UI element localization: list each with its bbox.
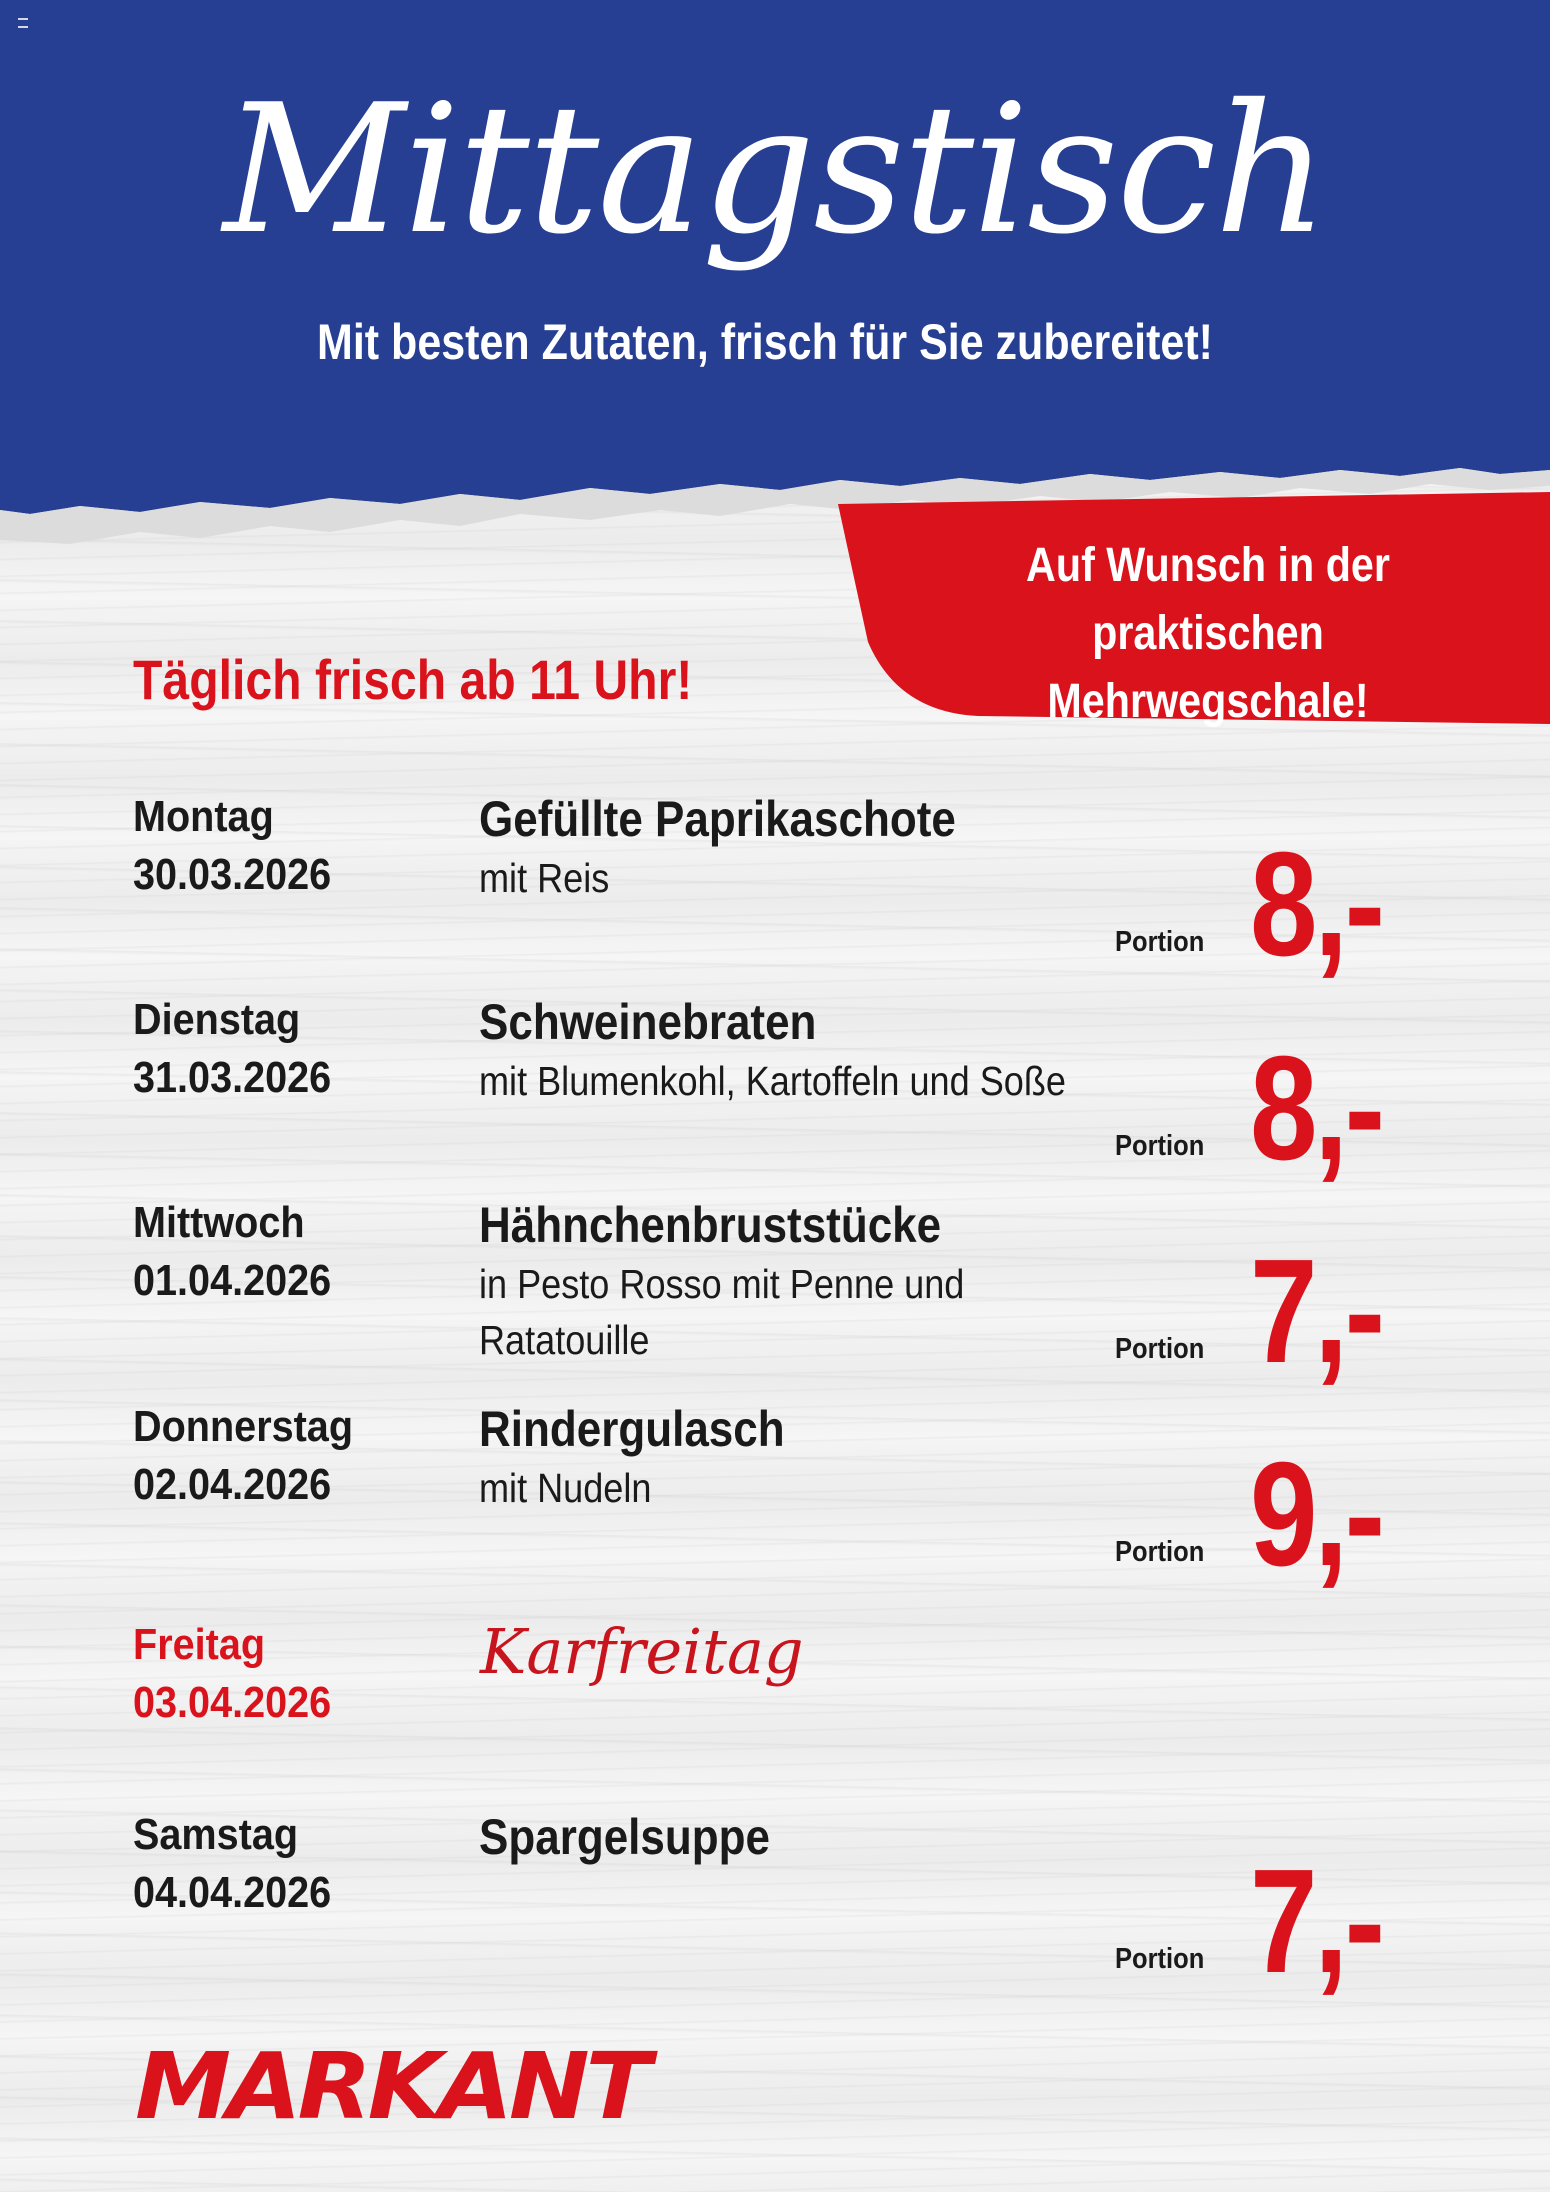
dish-name: Gefüllte Paprikaschote (479, 791, 956, 847)
day-label-wednesday: Mittwoch 01.04.2026 (133, 1194, 403, 1310)
day-label-tuesday: Dienstag 31.03.2026 (133, 991, 403, 1107)
price-wednesday: 7,- (1250, 1229, 1385, 1394)
weekday: Donnerstag (133, 1402, 354, 1451)
tagline: Täglich frisch ab 11 Uhr! (133, 648, 693, 711)
dish-wednesday: Hähnchenbruststücke in Pesto Rosso mit P… (479, 1194, 1179, 1368)
portion-label: Portion (1115, 1943, 1205, 1975)
weekday: Samstag (133, 1810, 299, 1859)
day-label-saturday: Samstag 04.04.2026 (133, 1806, 403, 1922)
badge-text: Auf Wunsch in der praktischen Mehrwegsch… (924, 532, 1492, 736)
holiday-label: Karfreitag (480, 1615, 804, 1688)
reusable-container-badge: Auf Wunsch in der praktischen Mehrwegsch… (838, 492, 1550, 728)
badge-line-2: Mehrwegschale! (1047, 675, 1369, 728)
page-title: Mittagstisch (223, 66, 1329, 273)
portion-label: Portion (1115, 1130, 1205, 1162)
page-subtitle: Mit besten Zutaten, frisch für Sie zuber… (317, 314, 1213, 370)
price-thursday: 9,- (1250, 1432, 1385, 1597)
price-tuesday: 8,- (1250, 1026, 1385, 1191)
dish-name: Rindergulasch (479, 1401, 785, 1457)
date: 02.04.2026 (133, 1460, 332, 1509)
header-band: Mittagstisch Mit besten Zutaten, frisch … (0, 0, 1550, 560)
weekday: Montag (133, 792, 274, 841)
date: 03.04.2026 (133, 1678, 332, 1727)
dish-description: mit Blumenkohl, Kartoffeln und Soße (479, 1058, 1066, 1104)
date: 31.03.2026 (133, 1053, 332, 1102)
dish-description: in Pesto Rosso mit Penne und (479, 1261, 965, 1307)
corner-mark (18, 18, 28, 28)
dish-thursday: Rindergulasch mit Nudeln (479, 1398, 1179, 1516)
weekday: Dienstag (133, 995, 301, 1044)
date: 30.03.2026 (133, 850, 332, 899)
dish-description: mit Nudeln (479, 1465, 652, 1511)
day-label-friday: Freitag 03.04.2026 (133, 1616, 403, 1732)
badge-line-1: Auf Wunsch in der praktischen (1026, 539, 1390, 660)
logo-text: MARKANT (135, 2033, 651, 2140)
dish-description-line-2: Ratatouille (479, 1317, 650, 1363)
day-label-thursday: Donnerstag 02.04.2026 (133, 1398, 403, 1514)
dish-name: Hähnchenbruststücke (479, 1197, 942, 1253)
portion-label: Portion (1115, 926, 1205, 958)
price-saturday: 7,- (1250, 1839, 1385, 2004)
torn-paper-header (0, 0, 1550, 544)
markant-logo: MARKANT (135, 2041, 655, 2133)
dish-name: Spargelsuppe (479, 1809, 770, 1865)
date: 04.04.2026 (133, 1868, 332, 1917)
dish-monday: Gefüllte Paprikaschote mit Reis (479, 788, 1179, 906)
portion-label: Portion (1115, 1536, 1205, 1568)
date: 01.04.2026 (133, 1256, 332, 1305)
badge-shape (838, 492, 1550, 724)
day-label-monday: Montag 30.03.2026 (133, 788, 403, 904)
dish-name: Schweinebraten (479, 994, 817, 1050)
dish-saturday: Spargelsuppe (479, 1806, 1179, 1868)
dish-tuesday: Schweinebraten mit Blumenkohl, Kartoffel… (479, 991, 1179, 1109)
weekday: Freitag (133, 1620, 266, 1669)
price-monday: 8,- (1250, 822, 1385, 987)
weekday: Mittwoch (133, 1198, 305, 1247)
dish-description: mit Reis (479, 855, 610, 901)
portion-label: Portion (1115, 1333, 1205, 1365)
